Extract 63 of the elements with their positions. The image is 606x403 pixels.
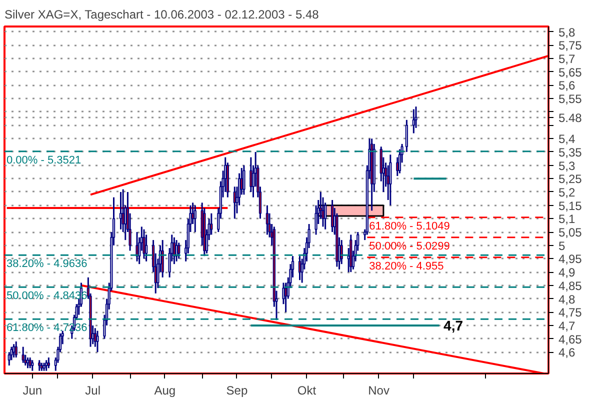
x-tick-label: Jul bbox=[85, 384, 101, 398]
y-tick-label: 5,3 bbox=[558, 158, 576, 173]
candlestick bbox=[405, 119, 408, 153]
y-tick-label: 5,2 bbox=[558, 185, 576, 200]
candlestick bbox=[324, 202, 327, 230]
candlestick bbox=[161, 239, 164, 278]
candlestick bbox=[194, 204, 196, 233]
y-tick-label: 5,35 bbox=[558, 145, 582, 160]
candlestick bbox=[22, 346, 24, 364]
x-tick-label: Aug bbox=[154, 384, 176, 398]
y-tick-label: 5 bbox=[558, 238, 566, 253]
candlestick bbox=[31, 359, 34, 372]
y-tick-label: 4,9 bbox=[558, 266, 576, 280]
y-tick-label: 5,7 bbox=[558, 52, 576, 66]
x-tick-label: Jun bbox=[22, 384, 42, 398]
candlestick bbox=[142, 228, 146, 260]
y-tick-label: 5,25 bbox=[558, 172, 582, 186]
candlestick bbox=[14, 340, 18, 358]
y-tick-label: 5,4 bbox=[558, 132, 576, 146]
y-tick-label: 5,75 bbox=[558, 38, 582, 53]
y-tick-label: 4,85 bbox=[558, 278, 582, 293]
candlestick bbox=[12, 343, 16, 358]
y-tick-label: 4,8 bbox=[558, 292, 576, 306]
candlestick bbox=[242, 164, 246, 196]
annotation: 61.80% - 5.1049 bbox=[369, 220, 450, 232]
candlestick bbox=[266, 204, 269, 236]
x-tick-label: Nov bbox=[368, 384, 390, 398]
y-tick-label: 5,1 bbox=[558, 212, 576, 226]
x-tick-label: Okt bbox=[297, 384, 317, 398]
candlestick bbox=[178, 242, 180, 260]
annotation: 4,7 bbox=[444, 317, 464, 334]
x-tick-label: Sep bbox=[226, 384, 248, 398]
y-tick-label: 4,7 bbox=[558, 318, 576, 333]
y-tick-label: 5,55 bbox=[558, 92, 582, 106]
y-tick-label: 5,65 bbox=[558, 65, 582, 80]
candlestick bbox=[284, 282, 288, 313]
y-tick-label: 4,75 bbox=[558, 306, 582, 320]
candlestick bbox=[47, 356, 50, 369]
candlestick bbox=[45, 359, 48, 372]
candlestick bbox=[38, 359, 41, 372]
chart-title: Silver XAG=X, Tageschart - 10.06.2003 - 02.12.2003 - 5.48 bbox=[4, 8, 320, 22]
y-tick-label: 5,6 bbox=[558, 78, 576, 93]
y-tick-label: 4,95 bbox=[558, 252, 582, 266]
candlestick bbox=[28, 356, 32, 369]
y-tick-label: 4,6 bbox=[558, 346, 576, 360]
annotation: 38.20% - 4.955 bbox=[369, 260, 444, 272]
y-tick-label: 5,15 bbox=[558, 198, 582, 213]
y-tick-label: 4,65 bbox=[558, 332, 582, 346]
annotation: 0.00% - 5.3521 bbox=[6, 154, 82, 166]
candlestick bbox=[8, 351, 10, 366]
candlestick bbox=[119, 191, 122, 230]
annotation: 50.00% - 5.0299 bbox=[369, 240, 450, 252]
candlestick bbox=[96, 330, 99, 353]
candlestick bbox=[412, 108, 415, 134]
candlestick bbox=[145, 234, 148, 262]
candlestick bbox=[389, 154, 392, 206]
candlestick bbox=[26, 356, 30, 369]
candlestick bbox=[330, 199, 334, 233]
annotation: 38.20% - 4.9636 bbox=[6, 258, 88, 270]
candlestick bbox=[298, 255, 302, 281]
y-tick-label: 5.48 bbox=[558, 110, 582, 125]
y-tick-label: 5,8 bbox=[558, 25, 576, 40]
y-tick-label: 5,05 bbox=[558, 226, 582, 240]
